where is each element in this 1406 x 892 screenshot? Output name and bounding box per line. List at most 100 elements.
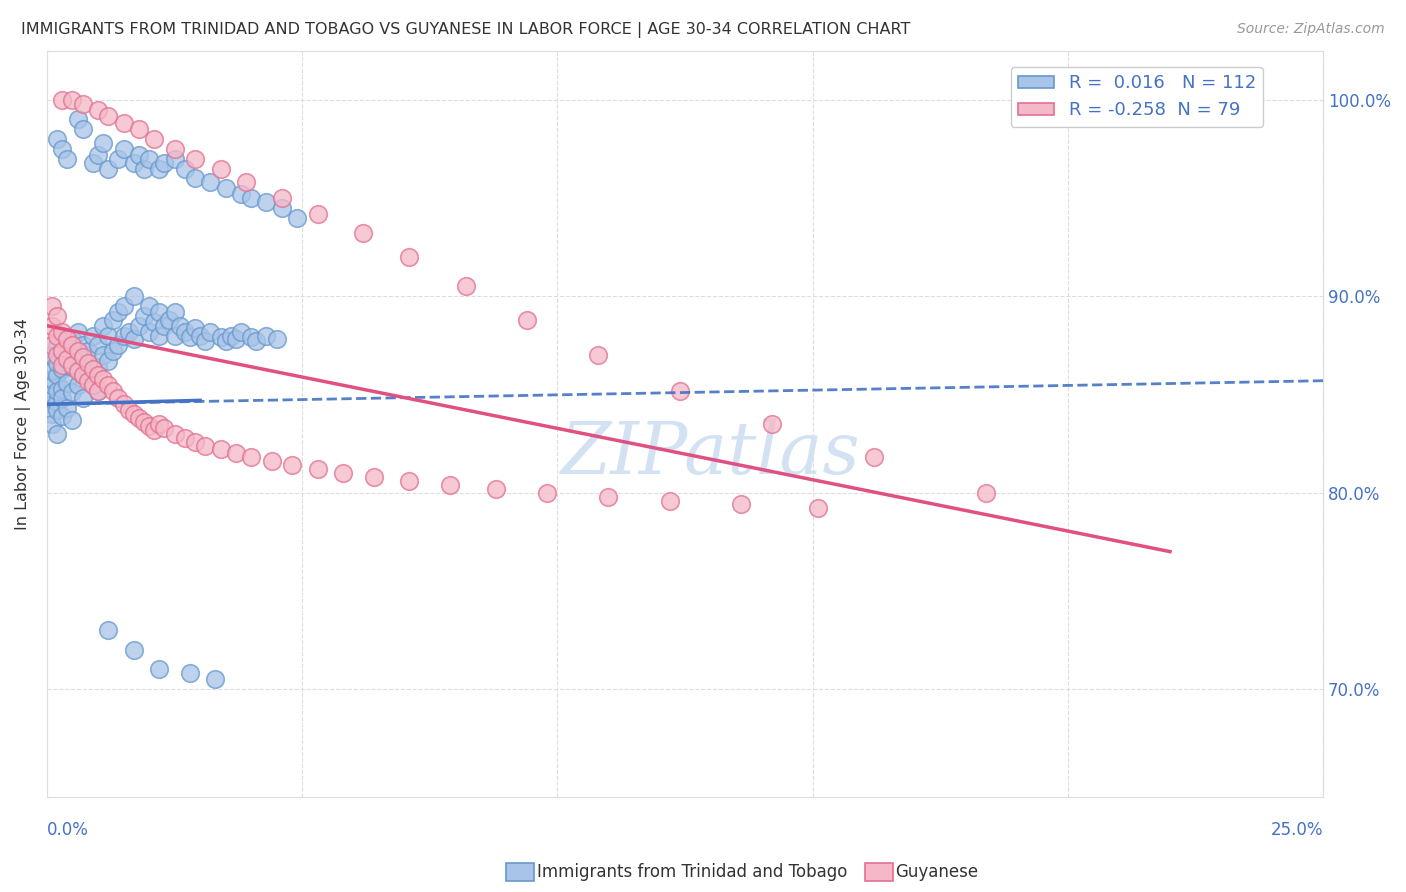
Point	[51, 358, 73, 372]
Point	[163, 152, 186, 166]
Point	[173, 161, 195, 176]
Point	[260, 454, 283, 468]
Point	[41, 348, 63, 362]
Point	[229, 325, 252, 339]
Text: Immigrants from Trinidad and Tobago: Immigrants from Trinidad and Tobago	[537, 863, 848, 881]
Point	[200, 175, 222, 189]
Point	[56, 376, 79, 390]
Point	[41, 407, 63, 421]
Point	[179, 330, 201, 344]
Point	[485, 482, 508, 496]
Point	[87, 368, 110, 382]
Point	[184, 434, 207, 449]
Point	[122, 333, 145, 347]
Point	[730, 498, 752, 512]
Point	[159, 313, 181, 327]
Text: ZIPatlas: ZIPatlas	[561, 418, 860, 489]
Point	[103, 313, 125, 327]
Point	[148, 328, 170, 343]
Point	[184, 320, 207, 334]
Point	[194, 334, 217, 349]
Point	[66, 348, 89, 362]
Point	[66, 364, 89, 378]
Point	[87, 384, 110, 398]
Point	[82, 377, 104, 392]
Point	[138, 325, 160, 339]
Point	[974, 485, 997, 500]
Text: 25.0%: 25.0%	[1271, 821, 1323, 838]
Point	[225, 446, 247, 460]
Point	[128, 318, 150, 333]
Point	[62, 333, 84, 347]
Point	[148, 663, 170, 677]
Point	[122, 407, 145, 421]
Point	[82, 362, 104, 376]
Point	[56, 352, 79, 367]
Point	[112, 328, 135, 343]
Point	[87, 338, 110, 352]
Point	[103, 344, 125, 359]
Point	[266, 333, 288, 347]
Point	[82, 155, 104, 169]
Point	[536, 485, 558, 500]
Point	[225, 333, 247, 347]
Point	[143, 132, 166, 146]
Point	[184, 171, 207, 186]
Point	[66, 344, 89, 359]
Point	[353, 227, 375, 241]
Point	[219, 328, 242, 343]
Point	[46, 132, 69, 146]
Point	[153, 318, 176, 333]
Point	[72, 122, 94, 136]
Point	[72, 350, 94, 364]
Point	[51, 392, 73, 406]
Point	[46, 348, 69, 362]
Point	[128, 411, 150, 425]
Point	[132, 309, 155, 323]
Point	[112, 116, 135, 130]
Point	[229, 187, 252, 202]
Point	[107, 152, 129, 166]
Point	[138, 299, 160, 313]
Point	[41, 397, 63, 411]
Point	[214, 334, 236, 349]
Point	[281, 458, 304, 473]
Point	[128, 122, 150, 136]
Point	[454, 279, 477, 293]
Y-axis label: In Labor Force | Age 30-34: In Labor Force | Age 30-34	[15, 318, 31, 530]
Point	[97, 377, 120, 392]
Point	[87, 148, 110, 162]
Point	[122, 155, 145, 169]
Point	[51, 325, 73, 339]
Point	[148, 161, 170, 176]
Legend: R =  0.016   N = 112, R = -0.258  N = 79: R = 0.016 N = 112, R = -0.258 N = 79	[1011, 67, 1263, 127]
Point	[46, 403, 69, 417]
Point	[240, 330, 263, 344]
Point	[669, 384, 692, 398]
Point	[245, 334, 267, 349]
Point	[51, 328, 73, 343]
Point	[87, 103, 110, 117]
Point	[56, 350, 79, 364]
Point	[516, 313, 538, 327]
Point	[56, 333, 79, 347]
Point	[41, 299, 63, 313]
Point	[112, 397, 135, 411]
Point	[107, 305, 129, 319]
Point	[138, 152, 160, 166]
Point	[214, 181, 236, 195]
Point	[143, 423, 166, 437]
Text: Source: ZipAtlas.com: Source: ZipAtlas.com	[1237, 22, 1385, 37]
Point	[91, 318, 114, 333]
Point	[439, 478, 461, 492]
Text: 0.0%: 0.0%	[46, 821, 89, 838]
Point	[188, 328, 211, 343]
Point	[87, 384, 110, 398]
Point	[97, 354, 120, 368]
Point	[72, 368, 94, 382]
Point	[41, 387, 63, 401]
Text: Guyanese: Guyanese	[896, 863, 979, 881]
Point	[76, 356, 98, 370]
Point	[82, 377, 104, 392]
Point	[173, 431, 195, 445]
